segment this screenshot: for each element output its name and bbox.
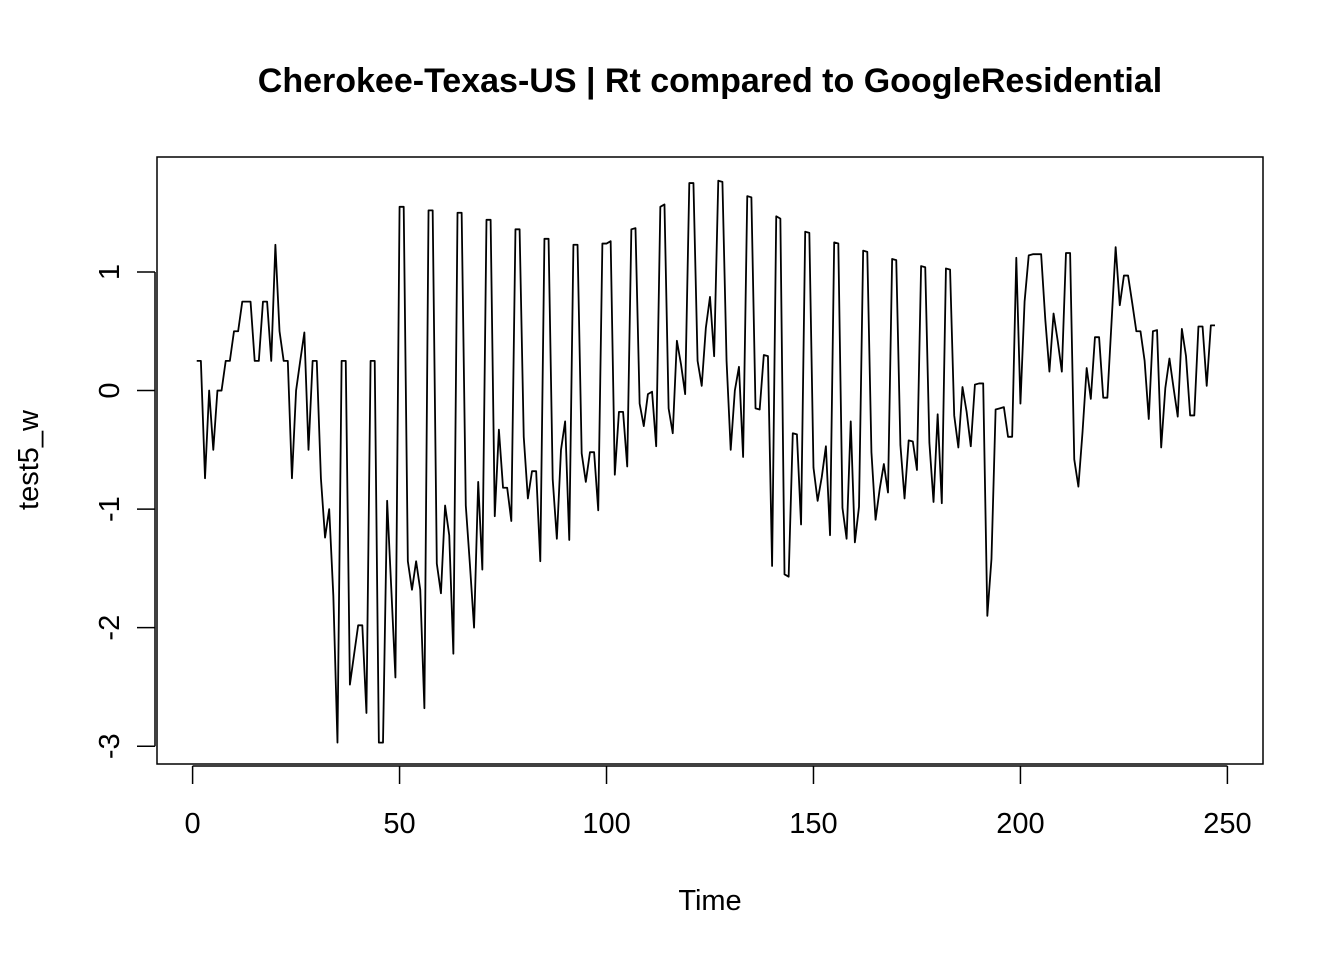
- x-axis-title: Time: [678, 885, 741, 917]
- x-tick-label: 200: [996, 808, 1044, 840]
- y-tick-label: -1: [94, 496, 126, 522]
- y-axis: -3 -2 -1 0 1: [94, 264, 156, 759]
- x-axis: 0 50 100 150 200 250: [185, 765, 1252, 840]
- y-tick-label: 0: [94, 382, 126, 398]
- chart-title: Cherokee-Texas-US | Rt compared to Googl…: [258, 62, 1162, 100]
- x-tick-label: 100: [582, 808, 630, 840]
- y-tick-label: 1: [94, 264, 126, 280]
- plot-frame: [156, 156, 1264, 765]
- y-tick-label: -2: [94, 615, 126, 641]
- x-tick-label: 150: [789, 808, 837, 840]
- x-tick-label: 250: [1203, 808, 1251, 840]
- series-line: [196, 179, 1215, 744]
- y-axis-title: test5_w: [13, 409, 45, 510]
- y-tick-label: -3: [94, 733, 126, 759]
- x-tick-label: 50: [383, 808, 415, 840]
- x-tick-label: 0: [185, 808, 201, 840]
